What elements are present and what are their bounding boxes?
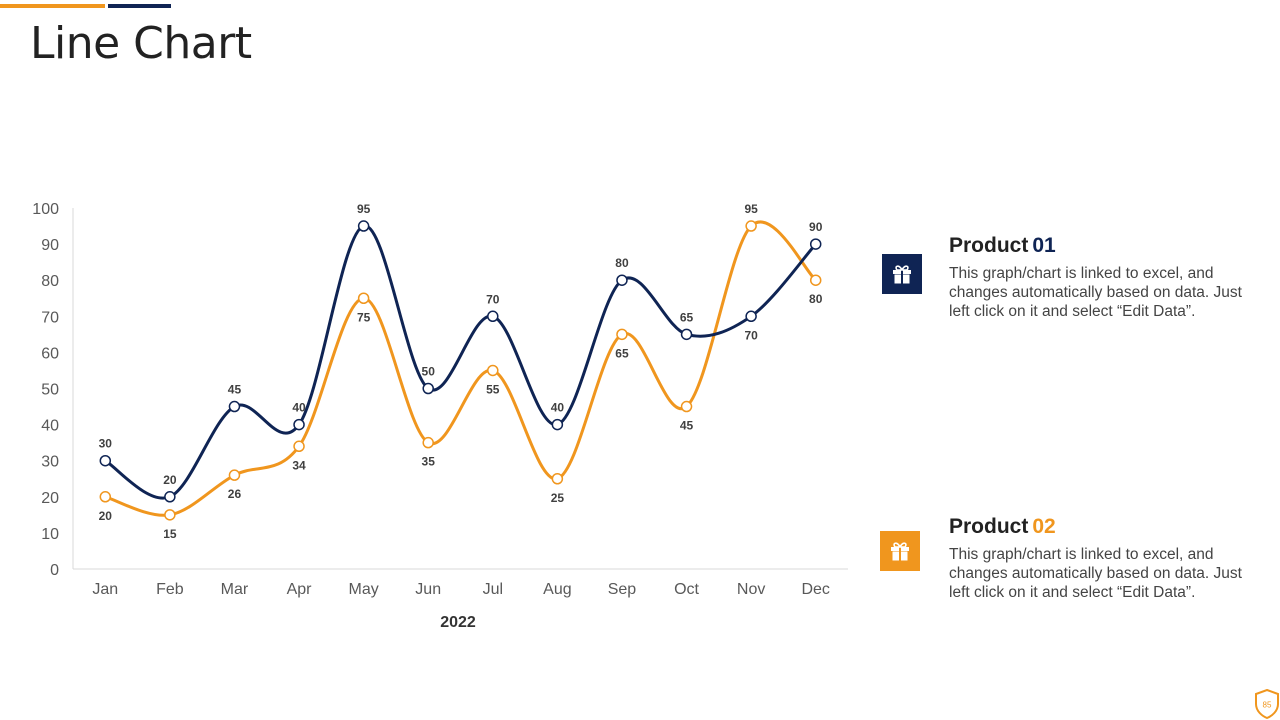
data-point <box>99 491 112 503</box>
data-point <box>293 440 305 453</box>
data-label: 80 <box>809 292 823 306</box>
legend-title-number: 01 <box>1032 234 1056 257</box>
x-tick-label: Jan <box>92 581 118 598</box>
y-tick-label: 0 <box>50 562 59 579</box>
data-point <box>357 220 370 232</box>
data-point <box>422 436 434 449</box>
legend-title-product-01: Product 01 <box>949 234 1056 258</box>
legend-title-number: 02 <box>1032 515 1056 538</box>
y-tick-label: 60 <box>41 345 59 362</box>
data-label: 45 <box>228 383 242 397</box>
data-label: 40 <box>551 401 565 415</box>
data-label: 70 <box>744 328 758 342</box>
data-point <box>551 473 564 485</box>
data-point <box>357 292 370 304</box>
data-label: 95 <box>744 202 758 216</box>
data-label: 35 <box>422 455 436 469</box>
x-tick-label: Nov <box>737 581 765 598</box>
series-line-1 <box>104 224 817 500</box>
data-label: 55 <box>486 382 500 396</box>
data-point <box>809 274 822 286</box>
x-tick-label: May <box>349 581 379 598</box>
data-label: 45 <box>680 419 694 433</box>
data-label: 65 <box>615 346 629 360</box>
data-point <box>616 328 628 341</box>
data-point <box>680 400 693 413</box>
legend-title-product-02: Product 02 <box>949 515 1056 539</box>
x-tick-label: Aug <box>543 581 571 598</box>
y-tick-label: 10 <box>41 526 59 543</box>
data-point <box>487 364 499 377</box>
gift-icon <box>880 531 920 571</box>
data-label: 20 <box>163 473 177 487</box>
data-point <box>487 310 499 323</box>
page-number-badge: 85 <box>1255 689 1279 719</box>
x-tick-label: Sep <box>608 581 637 598</box>
legend-title-text: Product <box>949 234 1029 257</box>
data-label: 50 <box>422 365 436 379</box>
data-label: 65 <box>680 310 694 324</box>
x-tick-label: Apr <box>287 581 313 598</box>
data-point <box>551 418 564 431</box>
y-tick-label: 50 <box>41 382 59 399</box>
y-tick-label: 70 <box>41 309 59 326</box>
data-label: 25 <box>551 491 565 505</box>
data-point <box>745 220 757 232</box>
data-label: 20 <box>99 509 113 523</box>
legend-title-text: Product <box>949 515 1029 538</box>
data-point <box>228 400 241 413</box>
x-tick-label: Mar <box>221 581 249 598</box>
data-label: 95 <box>357 202 371 216</box>
data-label: 90 <box>809 220 823 234</box>
data-label: 40 <box>292 401 306 415</box>
y-tick-label: 80 <box>41 273 59 290</box>
data-label: 75 <box>357 310 371 324</box>
data-point <box>616 274 628 286</box>
legend-description-product-02: This graph/chart is linked to excel, and… <box>949 546 1242 601</box>
data-label: 30 <box>99 437 113 451</box>
gift-icon <box>882 254 922 294</box>
data-label: 34 <box>292 458 306 472</box>
data-label: 70 <box>486 292 500 306</box>
y-tick-label: 20 <box>41 490 59 507</box>
y-tick-label: 30 <box>41 454 59 471</box>
data-point <box>422 382 434 395</box>
x-tick-label: Oct <box>674 581 699 598</box>
data-label: 26 <box>228 487 242 501</box>
series-line-2 <box>104 220 817 517</box>
data-point <box>228 469 241 481</box>
page-title: Line Chart <box>30 18 252 69</box>
data-label: 80 <box>615 256 629 270</box>
top-accent-bar-navy <box>108 4 171 8</box>
page-number: 85 <box>1263 701 1272 710</box>
data-point <box>809 238 822 250</box>
data-point <box>99 454 112 467</box>
data-point <box>164 509 176 521</box>
data-point <box>745 310 757 323</box>
top-accent-bar-orange <box>0 4 105 8</box>
data-point <box>680 328 693 341</box>
data-point <box>164 491 176 503</box>
x-tick-label: Jul <box>483 581 503 598</box>
x-axis-title: 2022 <box>440 614 476 631</box>
x-tick-label: Dec <box>801 581 829 598</box>
y-tick-label: 90 <box>41 237 59 254</box>
x-tick-label: Feb <box>156 581 184 598</box>
y-tick-label: 100 <box>32 201 59 218</box>
legend-description-product-01: This graph/chart is linked to excel, and… <box>949 265 1242 320</box>
data-point <box>293 418 305 431</box>
x-tick-label: Jun <box>415 581 441 598</box>
y-tick-label: 40 <box>41 418 59 435</box>
data-label: 15 <box>163 527 177 541</box>
